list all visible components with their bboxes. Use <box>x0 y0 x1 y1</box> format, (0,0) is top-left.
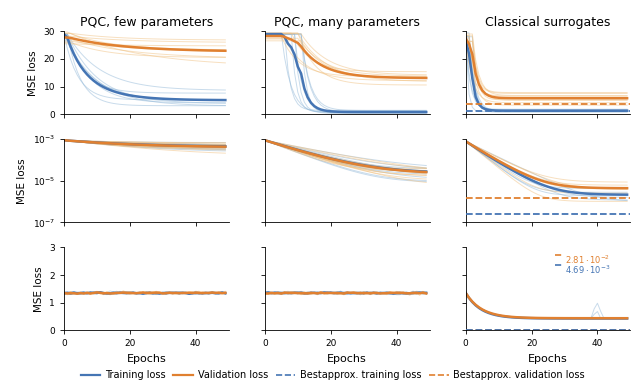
Title: Classical surrogates: Classical surrogates <box>485 16 611 29</box>
Y-axis label: MSE loss: MSE loss <box>17 158 27 204</box>
X-axis label: Epochs: Epochs <box>528 354 568 364</box>
Text: $2.81\cdot10^{-2}$: $2.81\cdot10^{-2}$ <box>564 254 610 266</box>
X-axis label: Epochs: Epochs <box>127 354 166 364</box>
Title: PQC, many parameters: PQC, many parameters <box>275 16 420 29</box>
Legend: Training loss, Validation loss, Bestapprox. training loss, Bestapprox. validatio: Training loss, Validation loss, Bestappr… <box>77 366 589 384</box>
Y-axis label: MSE loss: MSE loss <box>34 266 44 312</box>
Title: PQC, few parameters: PQC, few parameters <box>80 16 213 29</box>
Y-axis label: MSE loss: MSE loss <box>28 50 38 96</box>
X-axis label: Epochs: Epochs <box>327 354 367 364</box>
Text: $4.69\cdot10^{-3}$: $4.69\cdot10^{-3}$ <box>564 264 610 276</box>
